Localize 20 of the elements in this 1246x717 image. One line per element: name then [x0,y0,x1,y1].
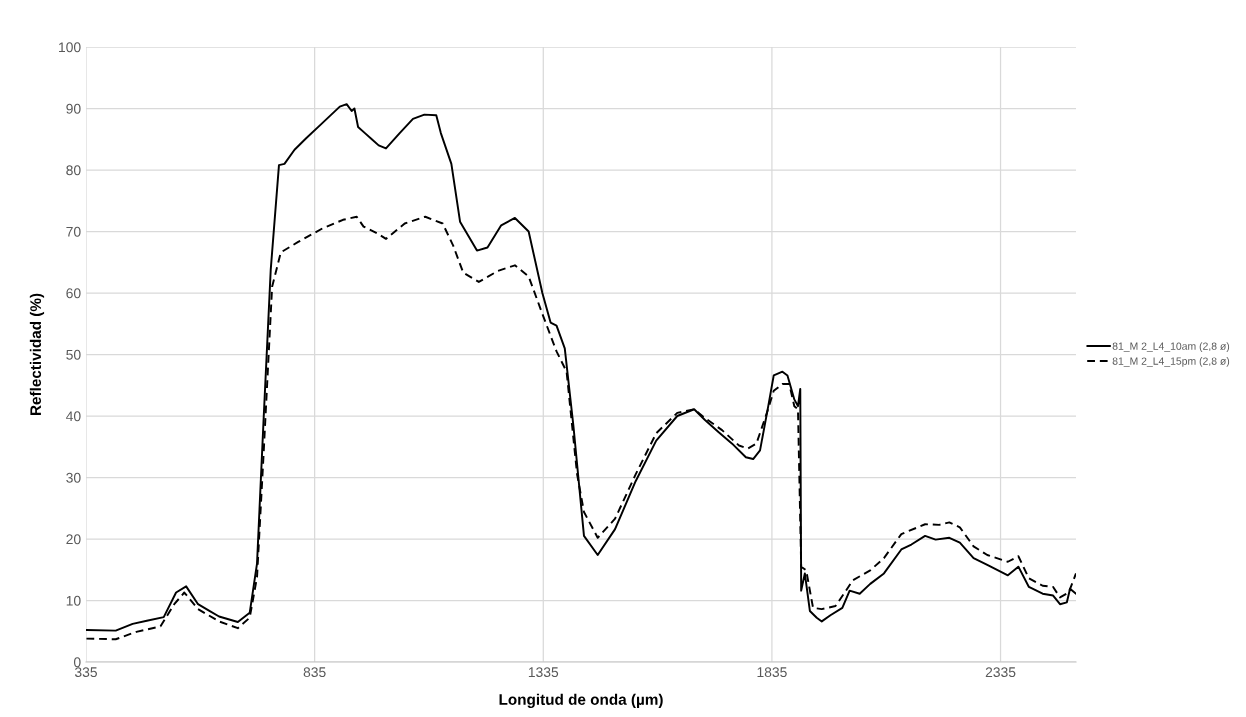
y-tick-label: 90 [66,103,81,114]
x-tick-label: 1835 [757,667,787,678]
y-axis-title: Reflectividad (%) [29,293,45,416]
y-tick-label: 50 [66,349,81,360]
y-tick-label: 80 [66,165,81,176]
y-tick-label: 40 [66,411,81,422]
legend-label: 81_M 2_L4_10am (2,8 ø) [1112,342,1230,352]
y-tick-label: 30 [66,472,81,483]
x-tick-label: 2335 [985,667,1016,678]
x-tick-label: 1335 [528,667,559,678]
x-axis-title: Longitud de onda (µm) [499,693,663,709]
y-tick-label: 100 [59,42,81,53]
x-tick-label: 835 [303,667,326,678]
y-tick-label: 70 [66,226,81,237]
y-tick-label: 60 [66,288,81,299]
legend-label: 81_M 2_L4_15pm (2,8 ø) [1112,357,1230,367]
y-tick-label: 20 [66,534,81,545]
y-tick-label: 0 [73,657,81,668]
x-tick-label: 335 [74,667,98,678]
y-tick-label: 10 [66,595,81,606]
